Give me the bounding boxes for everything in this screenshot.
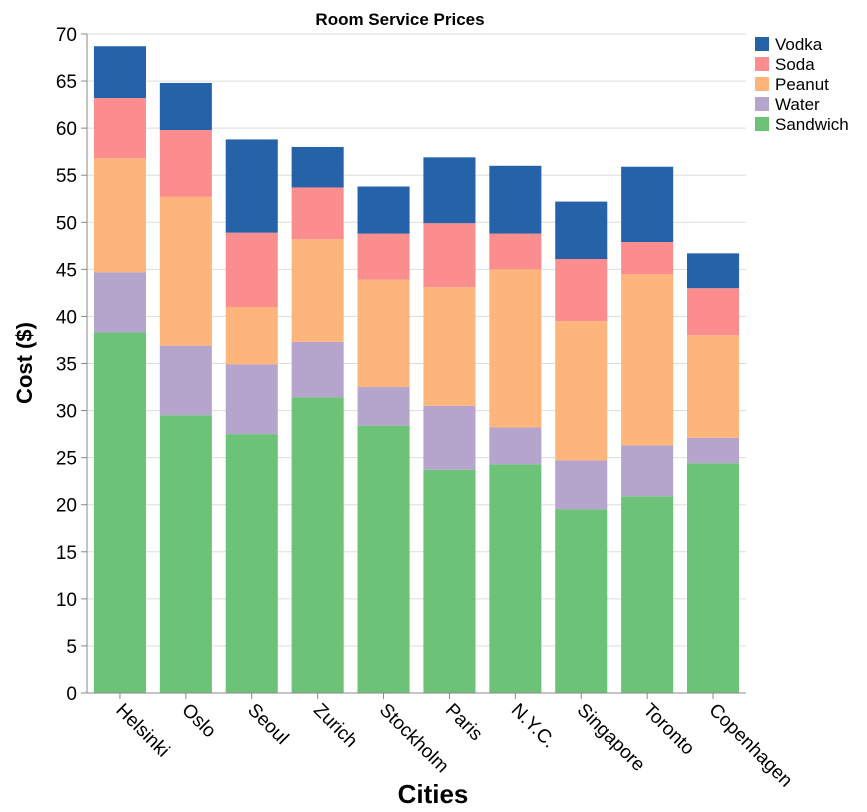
bar-seoul-peanut bbox=[225, 307, 278, 365]
bar-zurich-sandwich bbox=[291, 397, 344, 693]
bar-paris-peanut bbox=[423, 287, 476, 406]
bar-helsinki-sandwich bbox=[93, 332, 146, 693]
bar-seoul-water bbox=[225, 364, 278, 435]
y-tick-label: 30 bbox=[56, 402, 77, 423]
y-tick-label: 15 bbox=[56, 543, 77, 564]
y-tick-label: 35 bbox=[56, 355, 77, 376]
y-tick-label: 50 bbox=[56, 213, 77, 234]
bar-n-y-c--vodka bbox=[489, 165, 542, 234]
legend-swatch-sandwich bbox=[755, 117, 769, 131]
bar-n-y-c--peanut bbox=[489, 269, 542, 428]
bar-seoul-sandwich bbox=[225, 434, 278, 693]
bar-toronto-peanut bbox=[621, 274, 674, 446]
legend-swatch-water bbox=[755, 97, 769, 111]
bar-zurich-water bbox=[291, 341, 344, 398]
bar-copenhagen-water bbox=[687, 437, 740, 464]
y-tick-label: 45 bbox=[56, 260, 77, 281]
bar-zurich-peanut bbox=[291, 239, 344, 342]
bar-helsinki-soda bbox=[93, 98, 146, 159]
bar-n-y-c--soda bbox=[489, 233, 542, 270]
x-tick-label: Helsinki bbox=[111, 700, 173, 762]
bar-copenhagen-peanut bbox=[687, 335, 740, 438]
bar-stockholm-soda bbox=[357, 233, 410, 280]
chart-title: Room Service Prices bbox=[315, 10, 484, 29]
y-tick-label: 10 bbox=[56, 590, 77, 611]
x-tick-label: N.Y.C. bbox=[507, 700, 560, 753]
bar-copenhagen-vodka bbox=[687, 253, 740, 289]
legend-label-water: Water bbox=[775, 95, 820, 114]
x-tick-label: Paris bbox=[441, 700, 486, 745]
legend-swatch-peanut bbox=[755, 77, 769, 91]
bar-copenhagen-soda bbox=[687, 288, 740, 336]
bar-toronto-sandwich bbox=[621, 496, 674, 693]
bar-singapore-water bbox=[555, 460, 608, 510]
x-tick-label: Stockholm bbox=[375, 700, 453, 778]
bar-helsinki-water bbox=[93, 272, 146, 333]
legend-swatch-soda bbox=[755, 57, 769, 71]
bar-zurich-vodka bbox=[291, 146, 344, 188]
bar-stockholm-water bbox=[357, 387, 410, 426]
bar-toronto-soda bbox=[621, 242, 674, 275]
bar-singapore-soda bbox=[555, 259, 608, 322]
legend-label-sandwich: Sandwich bbox=[775, 115, 849, 134]
legend-label-vodka: Vodka bbox=[775, 35, 823, 54]
bar-seoul-vodka bbox=[225, 139, 278, 233]
x-tick-label: Seoul bbox=[243, 700, 292, 749]
bar-singapore-vodka bbox=[555, 201, 608, 260]
bar-helsinki-peanut bbox=[93, 158, 146, 273]
bar-copenhagen-sandwich bbox=[687, 463, 740, 693]
bar-seoul-soda bbox=[225, 232, 278, 308]
y-tick-label: 60 bbox=[56, 119, 77, 140]
x-tick-label: Singapore bbox=[573, 700, 649, 776]
y-tick-label: 40 bbox=[56, 307, 77, 328]
y-axis-title: Cost ($) bbox=[12, 322, 37, 404]
bar-paris-sandwich bbox=[423, 469, 476, 693]
bar-paris-soda bbox=[423, 223, 476, 288]
bar-helsinki-vodka bbox=[93, 46, 146, 99]
bar-n-y-c--water bbox=[489, 427, 542, 465]
bar-n-y-c--sandwich bbox=[489, 464, 542, 693]
y-tick-label: 55 bbox=[56, 166, 77, 187]
bar-zurich-soda bbox=[291, 187, 344, 240]
bar-singapore-sandwich bbox=[555, 509, 608, 693]
bar-oslo-peanut bbox=[159, 196, 212, 346]
x-tick-label: Zurich bbox=[309, 700, 361, 752]
bar-singapore-peanut bbox=[555, 321, 608, 461]
bar-oslo-water bbox=[159, 345, 212, 416]
legend-label-soda: Soda bbox=[775, 55, 815, 74]
y-tick-label: 25 bbox=[56, 449, 77, 470]
bar-oslo-sandwich bbox=[159, 415, 212, 693]
legend-label-peanut: Peanut bbox=[775, 75, 829, 94]
bar-stockholm-peanut bbox=[357, 279, 410, 388]
bar-toronto-vodka bbox=[621, 166, 674, 243]
bars bbox=[93, 46, 740, 693]
bar-paris-water bbox=[423, 405, 476, 470]
legend-swatch-vodka bbox=[755, 37, 769, 51]
y-tick-label: 5 bbox=[66, 637, 77, 658]
bar-oslo-vodka bbox=[159, 82, 212, 131]
bar-oslo-soda bbox=[159, 130, 212, 197]
x-tick-label: Copenhagen bbox=[705, 700, 797, 792]
bar-toronto-water bbox=[621, 445, 674, 497]
bar-paris-vodka bbox=[423, 157, 476, 224]
x-tick-label: Toronto bbox=[639, 700, 699, 760]
y-tick-label: 70 bbox=[56, 25, 77, 46]
x-tick-label: Oslo bbox=[177, 700, 219, 742]
x-axis-title: Cities bbox=[398, 779, 469, 809]
y-tick-label: 65 bbox=[56, 72, 77, 93]
bar-stockholm-vodka bbox=[357, 186, 410, 234]
y-tick-label: 20 bbox=[56, 496, 77, 517]
bar-stockholm-sandwich bbox=[357, 425, 410, 693]
y-tick-label: 0 bbox=[66, 684, 77, 705]
